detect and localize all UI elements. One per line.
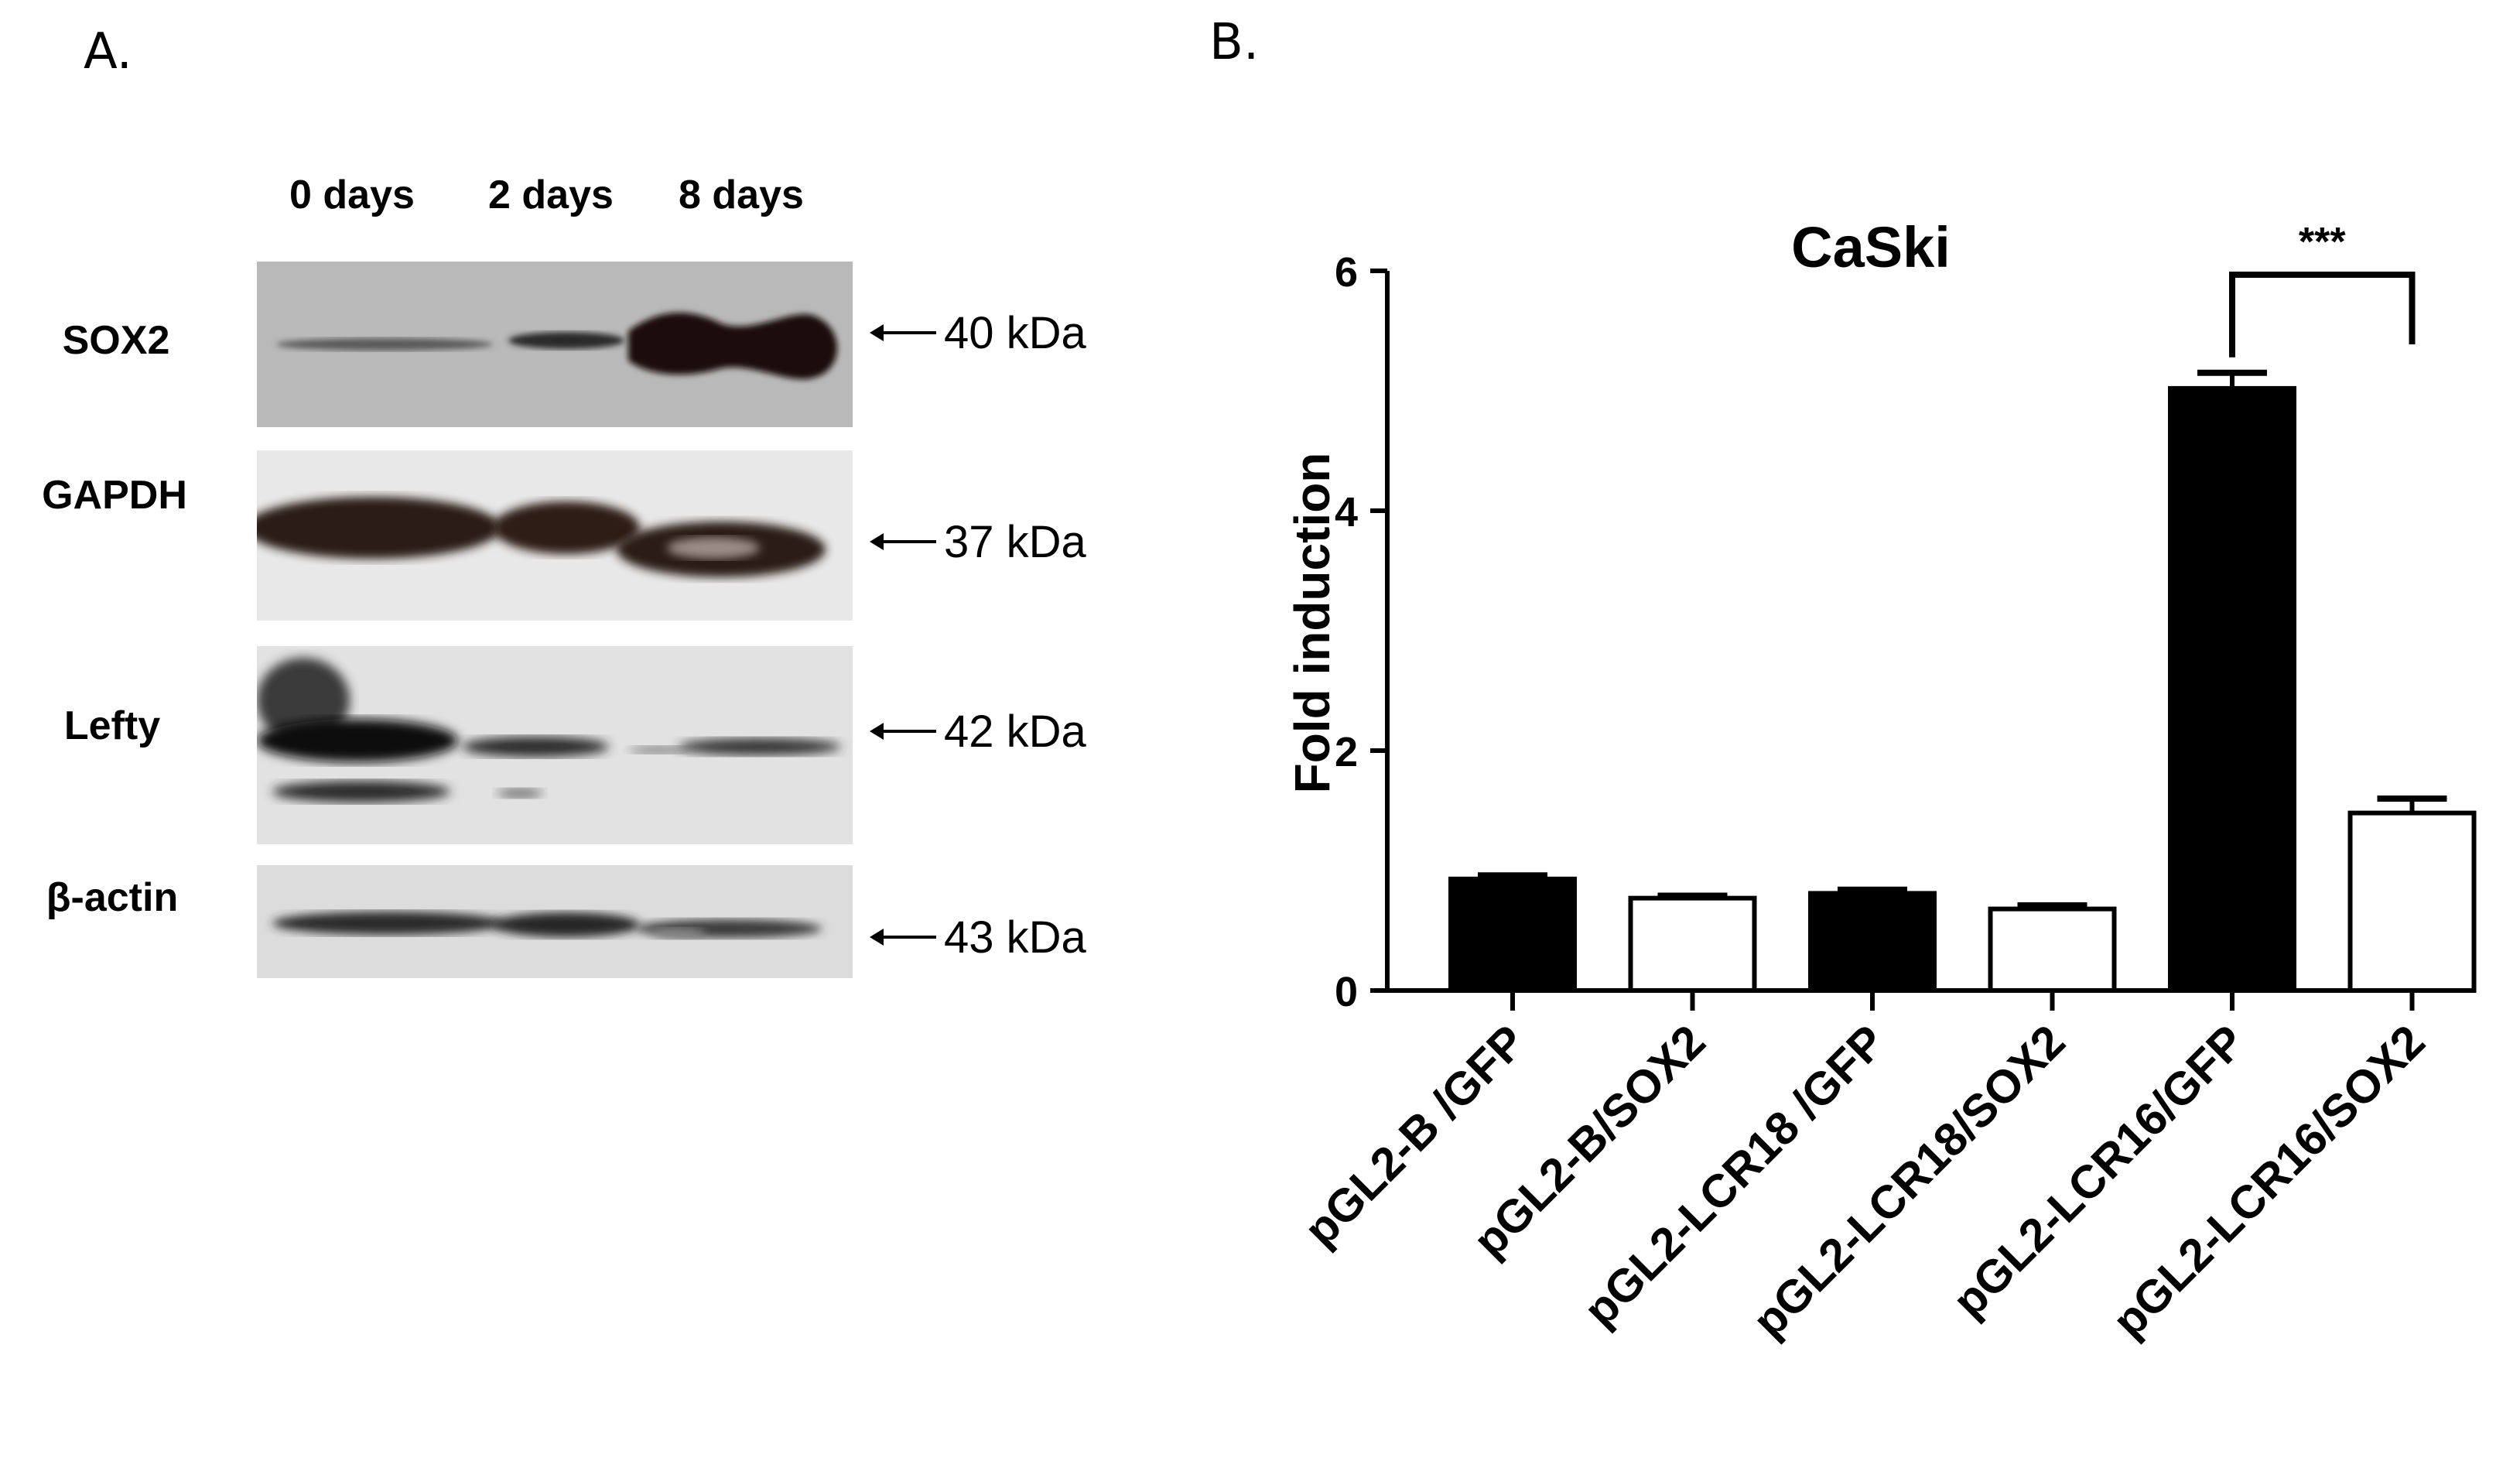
x-category-label: pGL2-LCR16/GFP xyxy=(1943,1015,2255,1327)
protein-label-gapdh: GAPDH xyxy=(42,473,187,518)
x-category-label: pGL2-LCR16/SOX2 xyxy=(2102,1015,2434,1347)
panel-a-label: A. xyxy=(84,23,132,80)
significance-bracket xyxy=(2229,272,2416,358)
protein-label-beta-actin: β-actin xyxy=(46,875,179,920)
marker-label-gapdh: 37 kDa xyxy=(944,516,1086,567)
left-arrow-icon xyxy=(870,324,936,341)
chart-title: CaSki xyxy=(1791,215,1951,279)
lane-label-8-days: 8 days xyxy=(679,173,804,217)
y-tick-label: 2 xyxy=(1335,729,1358,775)
protein-label-sox2: SOX2 xyxy=(62,318,170,363)
y-tick-label: 4 xyxy=(1335,489,1358,535)
bar xyxy=(2347,810,2477,993)
marker-label-lefty: 42 kDa xyxy=(944,706,1086,757)
y-axis-title: Fold induction xyxy=(1284,453,1340,794)
lefty-blot-image xyxy=(257,646,853,844)
marker-label-sox2: 40 kDa xyxy=(944,307,1086,358)
left-arrow-icon xyxy=(870,929,936,946)
marker-gapdh: 37 kDa xyxy=(870,515,1086,569)
marker-sox2: 40 kDa xyxy=(870,306,1086,360)
bar xyxy=(1988,906,2117,993)
lane-label-2-days: 2 days xyxy=(488,173,614,217)
marker-beta-actin: 43 kDa xyxy=(870,910,1086,964)
bar xyxy=(1808,891,1937,993)
beta-actin-blot-image xyxy=(257,865,853,978)
significance-label: *** xyxy=(2299,220,2346,265)
left-arrow-icon xyxy=(870,533,936,550)
lane-label-0-days: 0 days xyxy=(289,173,415,217)
marker-lefty: 42 kDa xyxy=(870,704,1086,758)
marker-label-beta-actin: 43 kDa xyxy=(944,912,1086,963)
left-arrow-icon xyxy=(870,723,936,740)
protein-label-lefty: Lefty xyxy=(63,703,161,748)
sox2-blot-image xyxy=(257,262,853,427)
x-category-label: pGL2-LCR18/SOX2 xyxy=(1742,1015,2074,1347)
bar xyxy=(1448,876,1577,993)
panel-b-label: B. xyxy=(1209,14,1260,71)
gapdh-blot-image xyxy=(257,450,853,621)
y-tick-label: 0 xyxy=(1335,969,1358,1015)
x-category-label: pGL2-LCR18 /GFP xyxy=(1574,1015,1895,1336)
bar xyxy=(1628,895,1757,994)
bar xyxy=(2168,385,2296,993)
y-tick-label: 6 xyxy=(1335,249,1358,296)
